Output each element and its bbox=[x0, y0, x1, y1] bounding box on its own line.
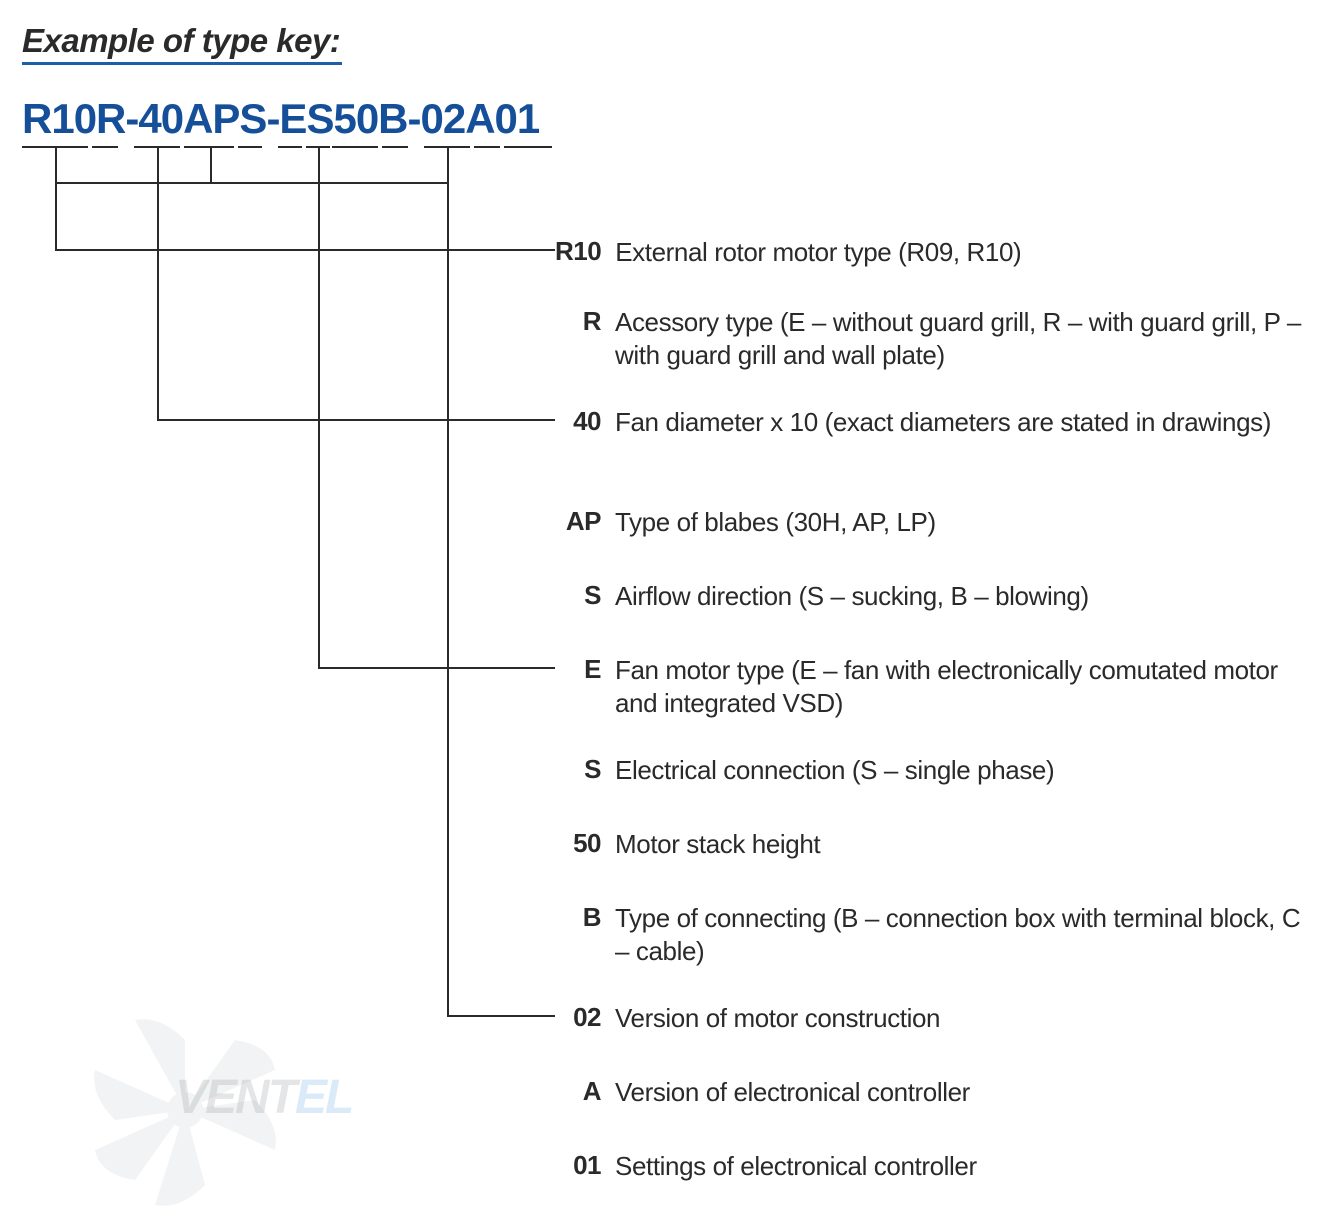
seg-underline-2 bbox=[92, 146, 118, 148]
code-desc: Electrical connection (S – single phase) bbox=[615, 754, 1054, 787]
connector-line bbox=[55, 182, 57, 249]
connector-line bbox=[55, 182, 448, 184]
explain-row-ap: AP Type of blabes (30H, AP, LP) bbox=[555, 506, 1315, 539]
code-desc: Type of blabes (30H, AP, LP) bbox=[615, 506, 936, 539]
code-desc: Motor stack height bbox=[615, 828, 820, 861]
code-desc: Fan motor type (E – fan with electronica… bbox=[615, 654, 1315, 719]
code-desc: Settings of electronical controller bbox=[615, 1150, 977, 1183]
watermark-text: VENTEL bbox=[175, 1070, 352, 1125]
seg-underline-5 bbox=[238, 146, 262, 148]
code-desc: Version of electronical controller bbox=[615, 1076, 970, 1109]
code-desc: Version of motor construction bbox=[615, 1002, 940, 1035]
code-label: 01 bbox=[555, 1150, 601, 1181]
explain-row-r: R Acessory type (E – without guard grill… bbox=[555, 306, 1315, 371]
explain-row-02: 02 Version of motor construction bbox=[555, 1002, 1315, 1035]
code-label: B bbox=[555, 902, 601, 933]
explain-row-50: 50 Motor stack height bbox=[555, 828, 1315, 861]
code-label: A bbox=[555, 1076, 601, 1107]
connector-line bbox=[55, 148, 57, 182]
watermark-fan-icon bbox=[75, 1010, 295, 1210]
connector-line bbox=[447, 148, 449, 182]
connector-line bbox=[157, 419, 555, 421]
code-label: AP bbox=[555, 506, 601, 537]
connector-line bbox=[55, 249, 555, 251]
code-label: 02 bbox=[555, 1002, 601, 1033]
explain-row-s-airflow: S Airflow direction (S – sucking, B – bl… bbox=[555, 580, 1315, 613]
code-label: S bbox=[555, 754, 601, 785]
explain-row-e: E Fan motor type (E – fan with electroni… bbox=[555, 654, 1315, 719]
code-desc: External rotor motor type (R09, R10) bbox=[615, 236, 1021, 269]
watermark-text-part2: EL bbox=[295, 1071, 352, 1124]
seg-underline-9 bbox=[382, 146, 408, 148]
seg-underline-4 bbox=[184, 146, 234, 148]
connector-line bbox=[447, 1015, 555, 1017]
seg-underline-12 bbox=[504, 146, 552, 148]
seg-underline-11 bbox=[474, 146, 500, 148]
seg-underline-6 bbox=[278, 146, 302, 148]
code-label: S bbox=[555, 580, 601, 611]
code-desc: Fan diameter x 10 (exact diameters are s… bbox=[615, 406, 1271, 439]
code-label: E bbox=[555, 654, 601, 685]
code-desc: Type of connecting (B – connection box w… bbox=[615, 902, 1315, 967]
code-desc: Acessory type (E – without guard grill, … bbox=[615, 306, 1315, 371]
connector-line bbox=[318, 182, 320, 667]
typekey-code: R10R-40APS-ES50B-02A01 bbox=[22, 95, 539, 143]
seg-underline-8 bbox=[332, 146, 378, 148]
explain-row-b: B Type of connecting (B – connection box… bbox=[555, 902, 1315, 967]
connector-line bbox=[447, 182, 449, 1015]
heading-underline bbox=[22, 62, 342, 65]
code-label: R10 bbox=[555, 236, 601, 267]
explain-row-a: A Version of electronical controller bbox=[555, 1076, 1315, 1109]
explain-row-40: 40 Fan diameter x 10 (exact diameters ar… bbox=[555, 406, 1315, 439]
code-label: 50 bbox=[555, 828, 601, 859]
connector-line bbox=[210, 148, 212, 182]
code-label: 40 bbox=[555, 406, 601, 437]
connector-line bbox=[318, 667, 555, 669]
connector-line bbox=[157, 182, 159, 419]
page-title: Example of type key: bbox=[22, 22, 340, 60]
watermark-text-part1: VENT bbox=[175, 1071, 295, 1124]
connector-line bbox=[157, 148, 159, 182]
connector-line bbox=[318, 148, 320, 182]
explain-row-r10: R10 External rotor motor type (R09, R10) bbox=[555, 236, 1315, 269]
explain-row-s-elec: S Electrical connection (S – single phas… bbox=[555, 754, 1315, 787]
explain-row-01: 01 Settings of electronical controller bbox=[555, 1150, 1315, 1183]
code-label: R bbox=[555, 306, 601, 337]
code-desc: Airflow direction (S – sucking, B – blow… bbox=[615, 580, 1089, 613]
